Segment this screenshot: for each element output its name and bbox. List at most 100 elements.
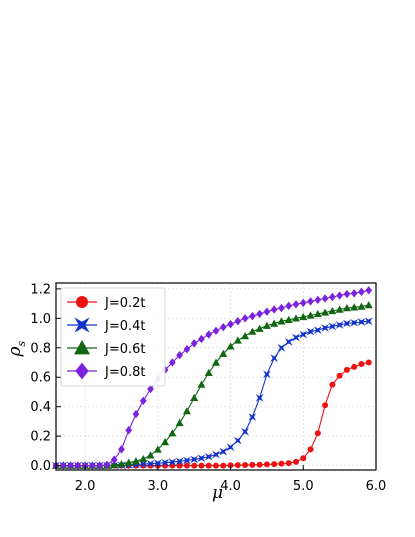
data-point [220, 462, 227, 469]
data-point [234, 436, 242, 445]
data-point [117, 460, 126, 468]
data-point [248, 413, 257, 421]
data-point [285, 460, 292, 467]
data-point [357, 302, 366, 310]
data-point [132, 457, 140, 465]
data-point [226, 443, 235, 451]
data-point [212, 450, 220, 459]
legend: J=0.2t J=0.4t J=0.6t J=0.8t [60, 287, 166, 387]
y-axis-label: ρs [5, 341, 28, 358]
data-point [358, 287, 365, 297]
data-point [350, 303, 359, 311]
data-point [350, 289, 358, 298]
data-point [233, 336, 242, 344]
data-point [234, 462, 241, 469]
data-point [168, 429, 177, 437]
data-point [234, 317, 242, 326]
data-point [262, 321, 271, 329]
data-point [219, 322, 227, 332]
data-point [183, 456, 191, 465]
data-point [168, 458, 177, 466]
legend-entry: J=0.4t [67, 317, 146, 334]
data-point [204, 368, 213, 377]
data-point [329, 292, 336, 302]
data-point [299, 298, 307, 308]
data-point [124, 458, 133, 466]
data-point [292, 333, 300, 342]
x-tick-label: 2.0 [75, 479, 96, 494]
data-point [169, 358, 176, 367]
series-layer [52, 286, 373, 470]
data-point [139, 460, 148, 468]
data-point [198, 334, 205, 344]
data-point [103, 460, 111, 470]
data-point [182, 407, 191, 415]
x-tick-label: 3.0 [147, 479, 168, 494]
data-point [342, 304, 351, 312]
legend-marker [75, 362, 89, 380]
data-point [292, 314, 300, 322]
y-tick-label: 0.6 [30, 371, 51, 386]
data-point [204, 452, 213, 461]
data-point [263, 307, 271, 316]
data-point [263, 461, 270, 468]
data-point [147, 384, 154, 394]
y-tick-label: 0.0 [30, 459, 51, 474]
legend-entry: J=0.2t [67, 296, 146, 311]
data-point [190, 339, 198, 348]
legend-marker [76, 296, 88, 308]
legend-entry: J=0.6t [67, 340, 146, 357]
data-point [241, 332, 250, 340]
data-point [343, 366, 350, 373]
data-point [350, 318, 358, 327]
data-point [336, 372, 343, 379]
data-point [219, 447, 228, 456]
data-point [241, 427, 249, 436]
data-point [299, 312, 308, 321]
data-point [226, 342, 235, 350]
data-point [307, 297, 314, 306]
data-point [219, 349, 228, 357]
data-point [175, 457, 184, 466]
data-point [285, 301, 293, 311]
data-point [125, 426, 133, 435]
data-point [263, 370, 271, 379]
data-point [132, 409, 140, 419]
data-point [161, 458, 169, 467]
x-tick-label: 6.0 [366, 479, 387, 494]
data-point [335, 305, 344, 313]
x-axis-label: μ [212, 483, 223, 503]
data-point [299, 330, 308, 339]
data-point [249, 311, 256, 321]
data-point [322, 402, 329, 409]
data-point [278, 303, 285, 313]
data-point [278, 460, 285, 467]
data-point [146, 459, 155, 468]
legend-box [60, 287, 166, 387]
data-point [328, 306, 337, 315]
data-point [364, 317, 373, 326]
data-point [190, 393, 199, 402]
data-point [306, 311, 315, 319]
data-point [205, 462, 212, 469]
data-point [313, 309, 322, 318]
data-point [110, 460, 119, 469]
data-point [321, 324, 329, 332]
data-point [146, 451, 155, 459]
series-J=0.8t [52, 286, 373, 470]
data-point [139, 454, 148, 463]
data-point [256, 461, 263, 468]
data-point [321, 308, 330, 316]
data-point [89, 461, 96, 470]
y-axis-label-main: ρ [5, 347, 25, 358]
data-point [197, 454, 206, 463]
data-point [248, 327, 257, 335]
data-point [357, 318, 366, 326]
data-point [335, 321, 344, 329]
data-point [284, 315, 293, 324]
data-point [161, 438, 170, 446]
data-point [292, 300, 300, 309]
data-point [110, 455, 118, 464]
data-point [154, 459, 162, 468]
